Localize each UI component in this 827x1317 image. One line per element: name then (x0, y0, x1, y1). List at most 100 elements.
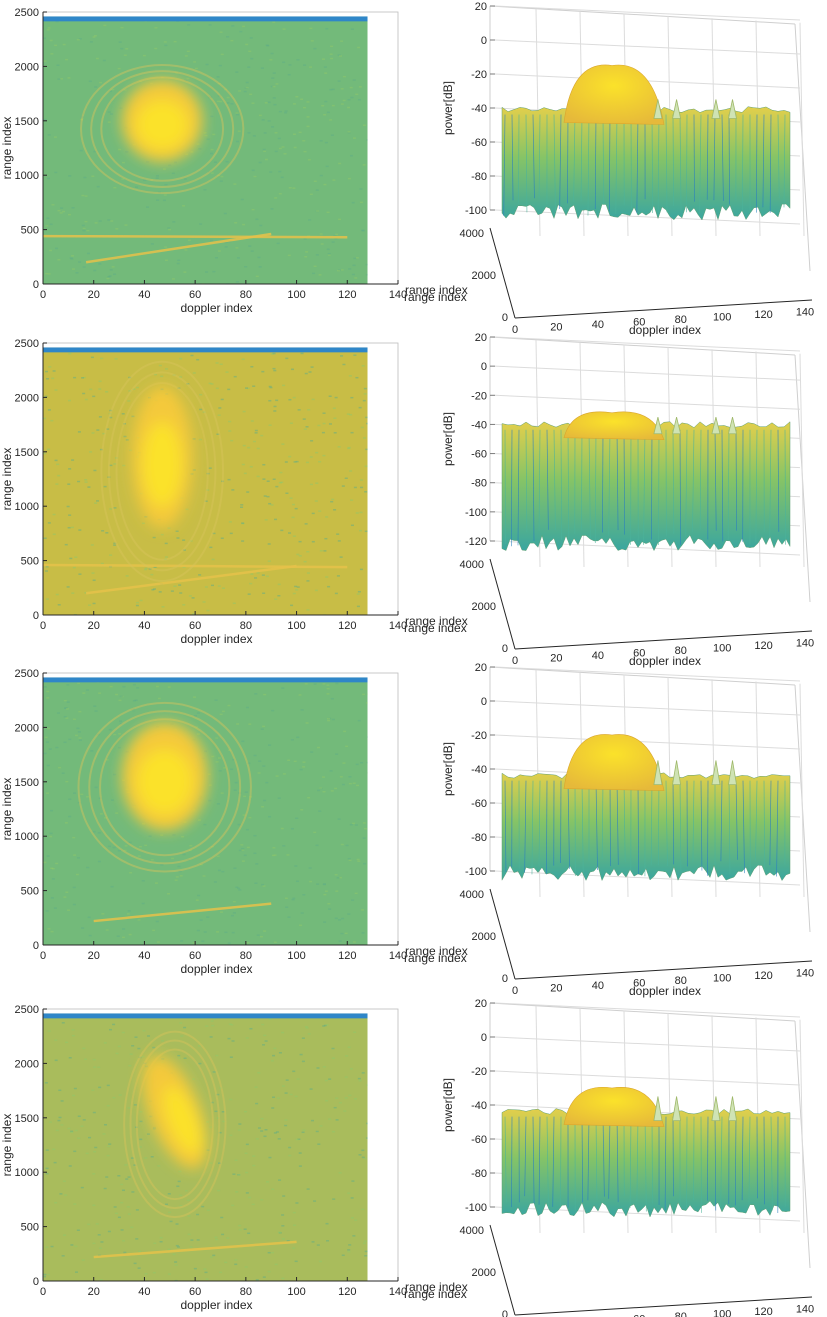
noise-speckle (68, 815, 72, 818)
noise-speckle (295, 1202, 299, 1204)
noise-speckle (241, 463, 245, 466)
noise-speckle (306, 101, 310, 103)
noise-speckle (124, 1164, 128, 1166)
noise-speckle (73, 854, 77, 856)
noise-speckle (327, 719, 331, 722)
y-tick-label: 2000 (472, 931, 496, 943)
surface-mesh-line (700, 780, 703, 871)
noise-speckle (262, 1044, 266, 1046)
noise-speckle (268, 1018, 272, 1020)
noise-speckle (347, 106, 351, 109)
noise-speckle (52, 370, 56, 372)
noise-speckle (43, 417, 47, 420)
noise-speckle (172, 834, 176, 836)
noise-speckle (360, 426, 364, 429)
noise-speckle (210, 152, 214, 155)
noise-speckle (216, 1093, 220, 1096)
noise-speckle (303, 238, 307, 240)
noise-speckle (351, 201, 355, 204)
surface-mesh-line (581, 429, 583, 530)
noise-speckle (340, 355, 344, 357)
grid-line (799, 683, 805, 898)
noise-speckle (55, 247, 59, 250)
noise-speckle (194, 67, 198, 70)
noise-speckle (273, 854, 277, 856)
noise-speckle (135, 1209, 139, 1211)
noise-speckle (179, 1204, 183, 1207)
noise-speckle (295, 817, 299, 819)
noise-speckle (333, 432, 337, 434)
surface-mesh-line (665, 780, 668, 867)
noise-speckle (148, 568, 152, 570)
x-axis-label: doppler index (180, 1298, 252, 1312)
surface-mesh-line (686, 114, 688, 213)
noise-speckle (89, 451, 93, 453)
y-axis-label: range index (405, 944, 468, 958)
noise-speckle (290, 827, 294, 830)
x-tick-label: 60 (189, 289, 201, 301)
noise-speckle (118, 699, 122, 702)
noise-speckle (95, 57, 99, 60)
noise-speckle (103, 485, 107, 488)
noise-speckle (302, 894, 306, 896)
noise-speckle (364, 530, 368, 533)
noise-speckle (271, 1107, 275, 1109)
noise-speckle (138, 1056, 142, 1059)
noise-speckle (302, 1129, 306, 1131)
surface-mesh-line (763, 780, 766, 872)
noise-speckle (244, 1266, 248, 1268)
noise-speckle (203, 931, 207, 933)
noise-speckle (210, 1256, 214, 1258)
noise-speckle (279, 471, 283, 474)
noise-speckle (293, 461, 297, 463)
x-tick-label: 120 (338, 950, 356, 962)
noise-speckle (72, 886, 76, 889)
noise-speckle (282, 1195, 286, 1197)
noise-speckle (300, 709, 304, 711)
range-arc (115, 381, 209, 561)
noise-speckle (278, 192, 282, 195)
noise-speckle (302, 418, 306, 420)
noise-speckle (313, 265, 317, 268)
noise-speckle (168, 228, 172, 231)
noise-speckle (148, 835, 152, 838)
noise-speckle (123, 423, 127, 425)
noise-speckle (82, 392, 86, 395)
noise-speckle (235, 1191, 239, 1193)
surface-mesh-line (546, 1116, 549, 1209)
noise-speckle (95, 1223, 99, 1225)
surface-mesh-line (629, 1116, 632, 1208)
clutter-stripe (93, 1240, 297, 1259)
noise-speckle (331, 88, 335, 91)
noise-speckle (349, 1068, 353, 1070)
z-tick-label: -120 (465, 536, 487, 548)
noise-speckle (329, 88, 333, 91)
noise-speckle (43, 1275, 47, 1278)
noise-speckle (54, 389, 58, 391)
noise-speckle (242, 223, 246, 226)
x-tick-label: 140 (389, 950, 407, 962)
noise-speckle (220, 398, 224, 401)
noise-speckle (257, 1072, 261, 1074)
noise-speckle (128, 376, 132, 379)
noise-speckle (216, 100, 220, 103)
x-axis (514, 299, 813, 319)
noise-speckle (137, 855, 141, 857)
noise-speckle (365, 702, 368, 704)
noise-speckle (58, 766, 62, 769)
noise-speckle (260, 67, 264, 69)
noise-speckle (176, 1246, 180, 1248)
noise-speckle (331, 1057, 335, 1059)
noise-speckle (152, 1271, 156, 1274)
noise-speckle (123, 435, 127, 438)
noise-speckle (70, 1130, 74, 1133)
noise-speckle (347, 913, 351, 915)
noise-speckle (313, 180, 317, 183)
noise-speckle (58, 1089, 62, 1092)
noise-speckle (241, 860, 245, 862)
noise-speckle (253, 175, 257, 178)
noise-speckle (328, 395, 332, 397)
noise-speckle (162, 199, 166, 202)
surface-mesh-line (595, 780, 598, 871)
surface-mesh-line (546, 429, 549, 530)
